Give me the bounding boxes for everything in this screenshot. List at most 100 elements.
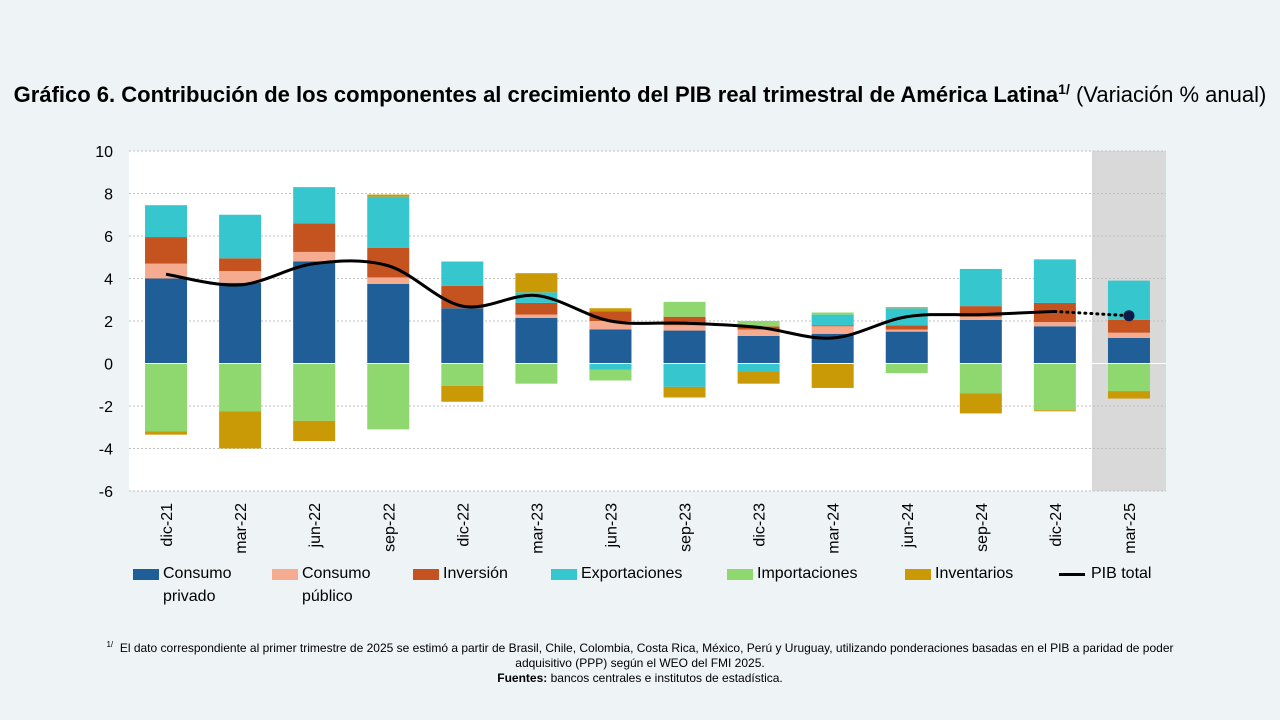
legend-line (1059, 573, 1085, 576)
bar-segment (1107, 363, 1150, 392)
bar-segment (515, 317, 558, 364)
bar-segment (811, 326, 854, 334)
y-tick-label: 10 (95, 144, 113, 161)
chart-title: Gráfico 6. Contribución de los component… (0, 74, 1280, 110)
x-tick-label: mar-24 (826, 503, 843, 554)
bar-segment (1107, 391, 1150, 399)
x-tick-label: dic-24 (1048, 503, 1065, 547)
bar-segment (145, 431, 188, 435)
bar-segment (219, 271, 262, 283)
legend-item-importaciones: Importaciones (727, 565, 858, 585)
bar-segment (145, 278, 188, 364)
bar-segment (219, 363, 262, 412)
bar-segment (589, 363, 632, 370)
bar-segment (589, 311, 632, 321)
bar-segment (737, 329, 780, 336)
bar-segment (1107, 332, 1150, 338)
x-tick-label: mar-22 (233, 503, 250, 554)
bar-segment (663, 363, 706, 387)
x-tick-label: dic-22 (455, 503, 472, 547)
bar-segment (885, 363, 928, 374)
bar-segment (145, 237, 188, 264)
bar-segment (811, 363, 854, 388)
bar-segment (515, 302, 558, 315)
bar-segment (441, 261, 484, 286)
bar-segment (219, 282, 262, 364)
bar-segment (441, 385, 484, 402)
bar-segment (959, 306, 1002, 317)
x-tick-label: mar-23 (529, 503, 546, 554)
title-text: Gráfico 6. Contribución de los component… (13, 82, 1059, 107)
bar-segment (1107, 319, 1150, 333)
bar-segment (145, 363, 188, 432)
legend-swatch (905, 569, 931, 580)
legend-label: Exportaciones (581, 565, 683, 582)
bar-segment (811, 325, 854, 327)
x-tick-label: sep-22 (381, 503, 398, 552)
y-tick-label: -6 (99, 484, 113, 501)
bar-segment (367, 363, 410, 430)
bar-segment (367, 196, 410, 248)
bar-segment (589, 369, 632, 381)
legend-label: Consumo privado (163, 565, 232, 605)
y-tick-label: 2 (104, 314, 113, 331)
source-label: Fuentes: (497, 671, 548, 685)
title-subtitle: (Variación % anual) (1075, 82, 1267, 107)
bar-segment (1033, 322, 1076, 327)
legend-item-exportaciones: Exportaciones (551, 565, 682, 585)
y-tick-label: -2 (99, 399, 113, 416)
x-tick-label: mar-25 (1122, 503, 1139, 554)
legend-swatch (727, 569, 753, 580)
bar-segment (293, 251, 336, 262)
x-tick-label: dic-21 (159, 503, 176, 547)
bar-segment (737, 372, 780, 384)
bar-segment (885, 325, 928, 330)
bar-segment (293, 261, 336, 364)
legend-label: Inversión (443, 565, 508, 582)
bar-segment (219, 214, 262, 259)
bar-segment (1107, 338, 1150, 364)
bar-segment (293, 363, 336, 421)
x-tick-label: jun-22 (307, 503, 324, 549)
x-tick-label: jun-23 (603, 503, 620, 549)
bar-segment (589, 321, 632, 330)
legend-item-inventarios: Inventarios (905, 565, 1013, 585)
y-tick-label: 8 (104, 187, 113, 204)
x-tick-label: sep-24 (974, 503, 991, 552)
x-tick-label: jun-24 (900, 503, 917, 549)
legend-item-pib-total: PIB total (1059, 565, 1151, 585)
bar-segment (219, 258, 262, 272)
bar-segment (811, 312, 854, 315)
bar-segment (959, 316, 1002, 320)
bar-segment (515, 314, 558, 318)
bar-segment (885, 329, 928, 332)
bar-segment (293, 420, 336, 442)
x-tick-label: sep-23 (678, 503, 695, 552)
bar-segment (737, 363, 780, 372)
bar-segment (959, 319, 1002, 364)
bar-segment (293, 223, 336, 252)
bar-segment (367, 277, 410, 284)
bar-segment (367, 194, 410, 197)
y-tick-label: 0 (104, 357, 113, 374)
title-superscript: 1/ (1058, 81, 1070, 97)
bar-segment (959, 393, 1002, 414)
y-tick-label: 4 (104, 272, 113, 289)
source-text: bancos centrales e institutos de estadís… (550, 671, 783, 685)
legend-item-consumo-privado: Consumo privado (133, 565, 231, 608)
bar-segment (293, 187, 336, 224)
y-tick-label: -4 (99, 442, 113, 459)
bar-segment (367, 283, 410, 364)
pib-total-line (165, 259, 1055, 340)
legend-swatch (272, 569, 298, 580)
bar-segment (663, 301, 706, 317)
bar-segment (145, 205, 188, 238)
footnote-marker: 1/ (106, 640, 114, 649)
legend-label: PIB total (1091, 565, 1152, 582)
bar-segment (737, 321, 780, 327)
bar-segment (663, 386, 706, 398)
bar-segment (663, 330, 706, 364)
legend-swatch (133, 569, 159, 580)
bar-segment (515, 273, 558, 293)
